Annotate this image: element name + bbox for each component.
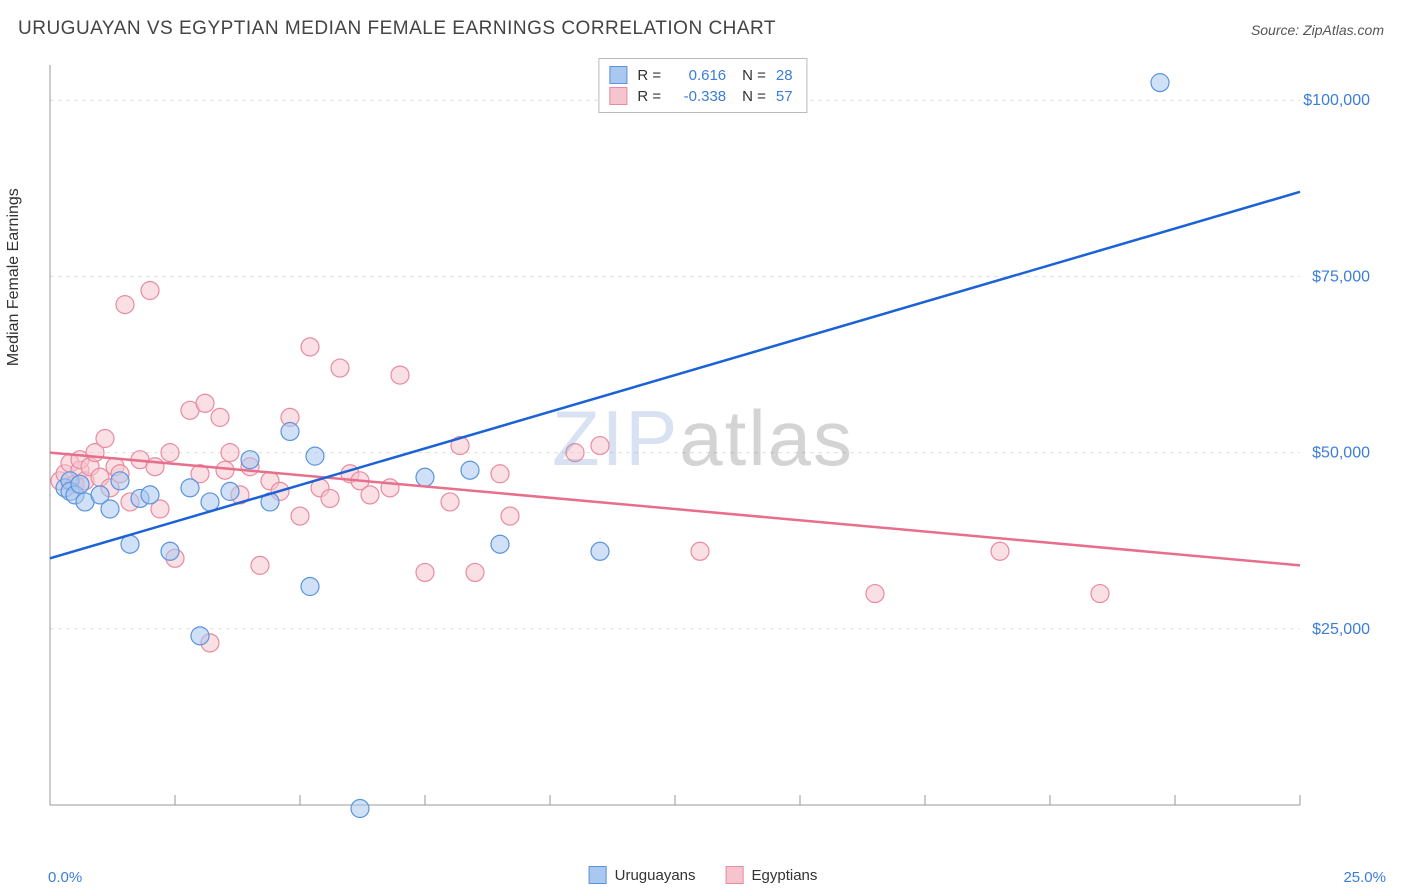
r-label: R = [637,67,661,84]
swatch-icon [609,87,627,105]
svg-text:$25,000: $25,000 [1312,621,1370,638]
svg-text:$75,000: $75,000 [1312,268,1370,285]
legend-item: Uruguayans [589,866,696,884]
n-label: N = [742,88,766,105]
swatch-icon [726,866,744,884]
r-value: -0.338 [671,88,726,105]
n-value: 28 [776,67,793,84]
correlation-stats-box: R = 0.616 N = 28 R = -0.338 N = 57 [598,58,807,113]
legend-label: Egyptians [752,867,818,884]
svg-text:$50,000: $50,000 [1312,445,1370,462]
r-value: 0.616 [671,67,726,84]
legend: Uruguayans Egyptians [589,866,818,884]
scatter-chart: $25,000 $50,000 $75,000 $100,000 [45,55,1385,835]
legend-item: Egyptians [726,866,818,884]
source-attribution: Source: ZipAtlas.com [1251,22,1384,38]
chart-title: URUGUAYAN VS EGYPTIAN MEDIAN FEMALE EARN… [18,18,776,40]
swatch-icon [589,866,607,884]
y-axis-label: Median Female Earnings [5,188,23,366]
swatch-icon [609,66,627,84]
r-label: R = [637,88,661,105]
n-value: 57 [776,88,793,105]
x-axis-min-label: 0.0% [48,869,82,886]
x-axis-max-label: 25.0% [1343,869,1386,886]
svg-text:$100,000: $100,000 [1303,92,1370,109]
n-label: N = [742,67,766,84]
stats-row: R = 0.616 N = 28 [609,66,792,84]
stats-row: R = -0.338 N = 57 [609,87,792,105]
legend-label: Uruguayans [615,867,696,884]
